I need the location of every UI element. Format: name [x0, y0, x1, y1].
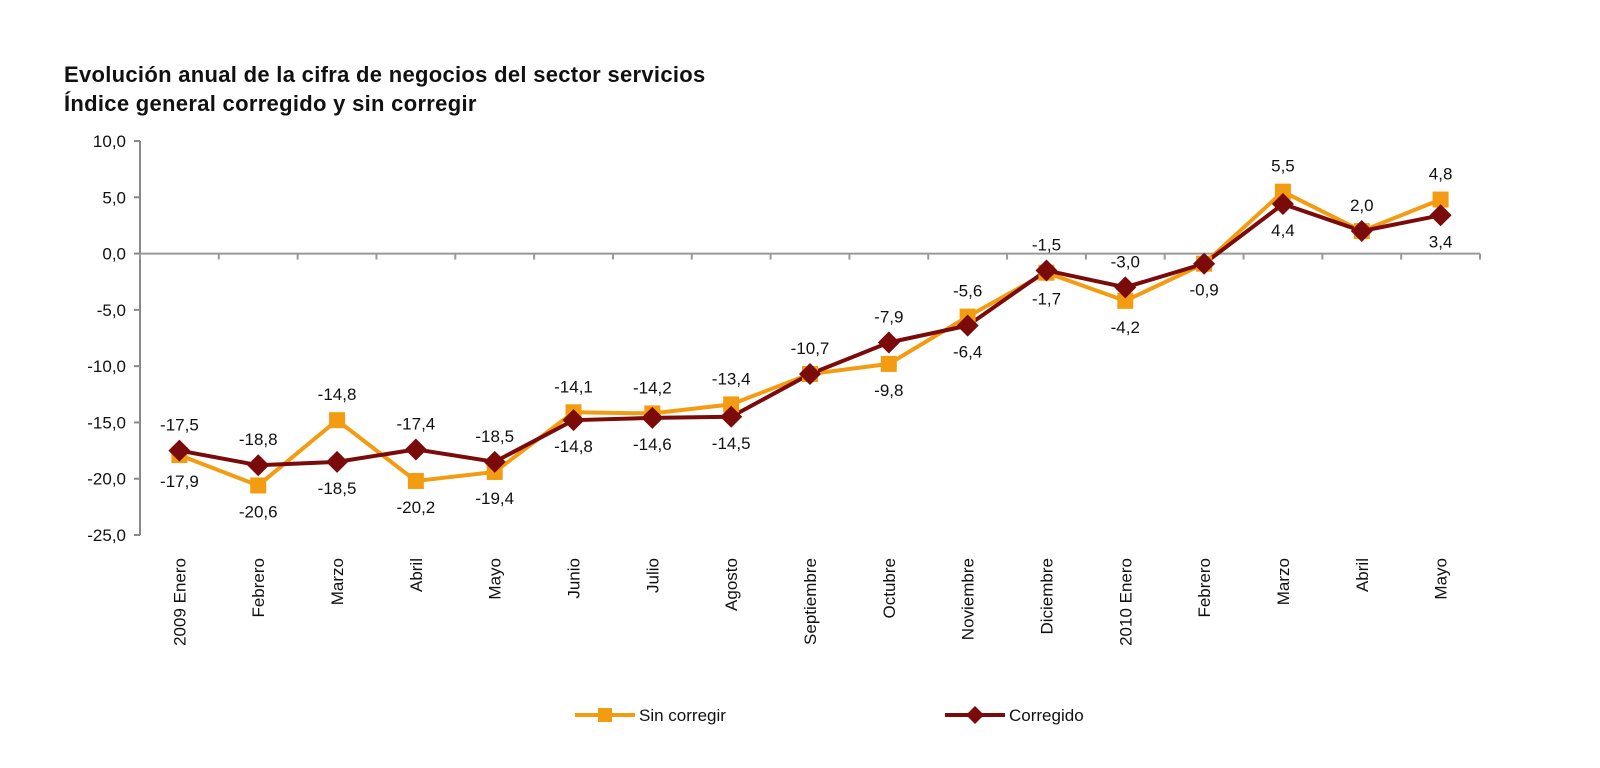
data-label: -14,2: [633, 378, 672, 397]
x-tick-label: Febrero: [249, 558, 268, 618]
x-tick-label: Octubre: [880, 558, 899, 618]
y-tick-label: 10,0: [93, 132, 126, 151]
data-label: -17,4: [397, 414, 436, 433]
data-label: 4,8: [1429, 165, 1453, 184]
y-tick-label: 0,0: [102, 245, 126, 264]
x-tick-label: Marzo: [1274, 558, 1293, 605]
data-point-square: [407, 472, 424, 489]
data-label: -13,4: [712, 369, 751, 388]
data-label: -14,1: [554, 377, 593, 396]
data-point-square: [329, 412, 346, 429]
data-point-diamond: [562, 409, 585, 432]
y-tick-label: -15,0: [87, 413, 126, 432]
data-point-diamond: [483, 450, 506, 473]
data-point-diamond: [720, 405, 743, 428]
data-point-square: [1274, 183, 1291, 200]
x-tick-label: Diciembre: [1037, 558, 1056, 635]
data-label: 5,5: [1271, 157, 1295, 176]
x-tick-label: 2009 Enero: [170, 558, 189, 646]
x-tick-label: Mayo: [1432, 558, 1451, 600]
legend-label: Corregido: [1009, 706, 1084, 725]
x-tick-label: Abril: [407, 558, 426, 592]
data-label: 4,4: [1271, 221, 1295, 240]
legend-marker-square: [598, 708, 612, 722]
data-point-diamond: [799, 363, 821, 386]
data-label: -1,5: [1032, 235, 1061, 254]
y-tick-label: -10,0: [87, 357, 126, 376]
data-label: -14,8: [318, 385, 357, 404]
x-tick-label: Agosto: [722, 558, 741, 611]
legend-marker-diamond: [966, 706, 984, 724]
y-tick-label: -5,0: [97, 301, 126, 320]
data-label: -0,9: [1189, 281, 1218, 300]
data-label: -9,8: [874, 381, 903, 400]
data-point-square: [250, 477, 267, 494]
data-label: -20,6: [239, 502, 278, 521]
data-point-diamond: [247, 454, 270, 477]
data-label: -17,9: [160, 472, 199, 491]
data-label: -14,8: [554, 437, 593, 456]
data-point-square: [723, 396, 740, 413]
series-line-corregido: [179, 201, 1441, 468]
x-tick-label: 2010 Enero: [1116, 558, 1135, 646]
x-tick-label: Marzo: [328, 558, 347, 605]
data-point-diamond: [956, 314, 979, 337]
data-point-diamond: [1350, 220, 1373, 243]
data-point-diamond: [641, 406, 664, 429]
data-point-square: [880, 355, 897, 372]
x-tick-label: Mayo: [486, 558, 505, 600]
chart-subtitle: Índice general corregido y sin corregir: [64, 91, 477, 116]
x-tick-label: Junio: [565, 558, 584, 599]
data-label: 2,0: [1350, 196, 1374, 215]
y-tick-label: -25,0: [87, 526, 126, 545]
data-label: -3,0: [1111, 252, 1140, 271]
data-label: 3,4: [1429, 232, 1453, 251]
data-point-diamond: [168, 439, 191, 462]
data-label: -18,5: [475, 427, 514, 446]
data-point-diamond: [326, 450, 349, 473]
x-tick-label: Febrero: [1195, 558, 1214, 618]
x-tick-label: Noviembre: [959, 558, 978, 640]
data-point-diamond: [404, 438, 427, 461]
data-label: -4,2: [1111, 318, 1140, 337]
x-tick-label: Julio: [643, 558, 662, 593]
y-tick-label: 5,0: [102, 188, 126, 207]
data-label: -14,5: [712, 434, 751, 453]
data-label: -5,6: [953, 282, 982, 301]
data-label: -7,9: [874, 308, 903, 327]
data-label: -20,2: [397, 498, 436, 517]
data-point-square: [1432, 191, 1449, 208]
data-label: -17,5: [160, 416, 199, 435]
data-label: -6,4: [953, 343, 982, 362]
x-tick-label: Septiembre: [801, 558, 820, 645]
data-label: -14,6: [633, 435, 672, 454]
data-point-diamond: [1271, 193, 1294, 216]
x-tick-label: Abril: [1353, 558, 1372, 592]
data-label: -1,7: [1032, 290, 1061, 309]
data-label: -18,5: [318, 479, 357, 498]
legend-label: Sin corregir: [639, 706, 726, 725]
data-point-square: [1117, 292, 1134, 309]
data-point-diamond: [1193, 252, 1216, 275]
y-tick-label: -20,0: [87, 470, 126, 489]
data-label: -10,7: [791, 339, 830, 358]
chart-title: Evolución anual de la cifra de negocios …: [64, 62, 706, 87]
data-label: -19,4: [475, 489, 514, 508]
data-point-diamond: [877, 331, 900, 354]
data-point-diamond: [1035, 259, 1058, 282]
data-point-diamond: [1429, 204, 1452, 227]
data-label: -18,8: [239, 430, 278, 449]
data-point-diamond: [1114, 276, 1137, 299]
